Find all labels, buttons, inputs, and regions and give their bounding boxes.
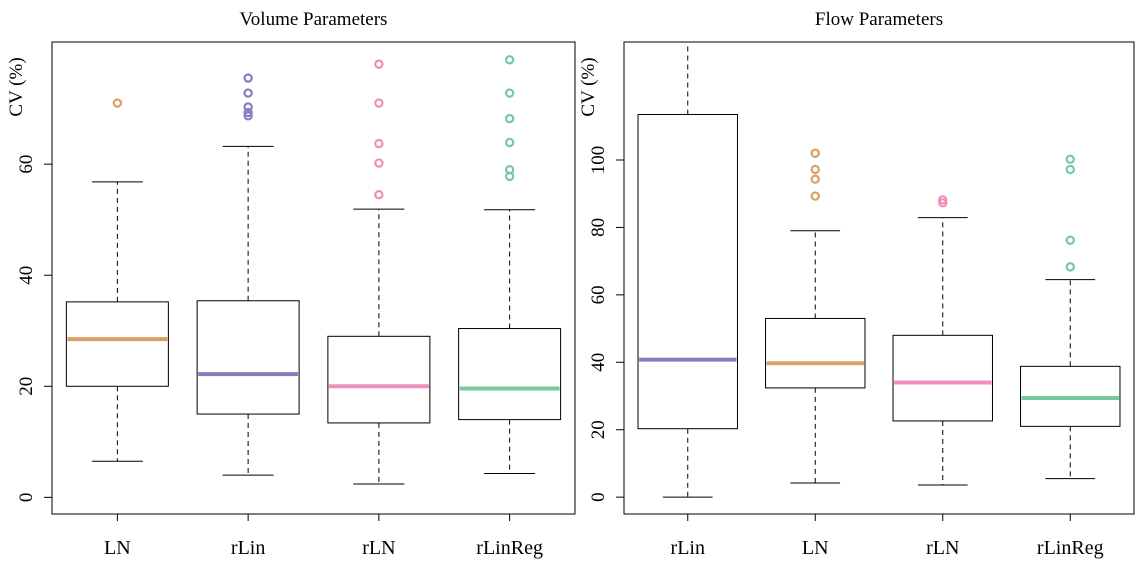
chart-title: Flow Parameters bbox=[815, 9, 943, 30]
iqr-box-LN bbox=[765, 317, 866, 389]
plot-frame bbox=[51, 41, 576, 515]
outlier-point bbox=[374, 190, 384, 200]
y-axis-label: CV (%) bbox=[6, 57, 27, 116]
outlier-point bbox=[1065, 235, 1075, 245]
outlier-point bbox=[1065, 262, 1075, 272]
outlier-point bbox=[1065, 164, 1075, 175]
y-tick-label: 80 bbox=[588, 218, 609, 237]
chart-title: Volume Parameters bbox=[240, 9, 388, 30]
outlier-point bbox=[374, 138, 384, 149]
outlier-point bbox=[504, 137, 515, 148]
outlier-point bbox=[810, 164, 820, 175]
outlier-point bbox=[1065, 154, 1075, 165]
category-label: rLN bbox=[362, 537, 395, 559]
outlier-point bbox=[374, 158, 384, 168]
y-axis-label: CV (%) bbox=[578, 57, 599, 116]
category-label: rLinReg bbox=[476, 537, 543, 559]
outlier-point bbox=[243, 111, 253, 121]
outlier-point bbox=[243, 102, 253, 112]
y-tick-label: 100 bbox=[588, 146, 609, 175]
iqr-box-rLinReg bbox=[458, 328, 562, 421]
outlier-point bbox=[810, 191, 820, 201]
y-tick-label: 0 bbox=[588, 492, 609, 502]
y-tick-label: 60 bbox=[16, 155, 37, 174]
outlier-point bbox=[243, 73, 253, 83]
y-tick-label: 20 bbox=[16, 377, 37, 396]
outlier-point bbox=[504, 113, 515, 124]
y-tick-label: 40 bbox=[16, 266, 37, 285]
outlier-point bbox=[243, 107, 253, 118]
y-tick-label: 40 bbox=[588, 353, 609, 372]
iqr-box-rLN bbox=[327, 335, 431, 424]
iqr-box-rLN bbox=[892, 334, 993, 422]
category-label: rLinReg bbox=[1037, 537, 1104, 559]
outlier-point bbox=[504, 88, 515, 98]
category-label: LN bbox=[104, 537, 131, 559]
y-tick-label: 20 bbox=[588, 420, 609, 439]
outlier-point bbox=[243, 88, 253, 98]
y-tick-label: 0 bbox=[16, 493, 37, 503]
iqr-box-rLin bbox=[637, 113, 738, 430]
outlier-point bbox=[504, 165, 515, 175]
outlier-point bbox=[374, 98, 384, 108]
iqr-box-LN bbox=[65, 301, 169, 387]
outlier-point bbox=[504, 55, 515, 65]
outlier-point bbox=[810, 174, 820, 184]
category-label: LN bbox=[802, 537, 829, 559]
category-label: rLN bbox=[926, 537, 959, 559]
plot-frame bbox=[623, 41, 1135, 515]
outlier-point bbox=[938, 198, 948, 208]
outlier-point bbox=[374, 59, 384, 69]
category-label: rLin bbox=[671, 537, 705, 559]
iqr-box-rLin bbox=[196, 300, 300, 415]
outlier-point bbox=[112, 98, 123, 108]
category-label: rLin bbox=[231, 537, 265, 559]
y-tick-label: 60 bbox=[588, 285, 609, 304]
outlier-point bbox=[938, 195, 948, 205]
outlier-point bbox=[810, 148, 820, 158]
